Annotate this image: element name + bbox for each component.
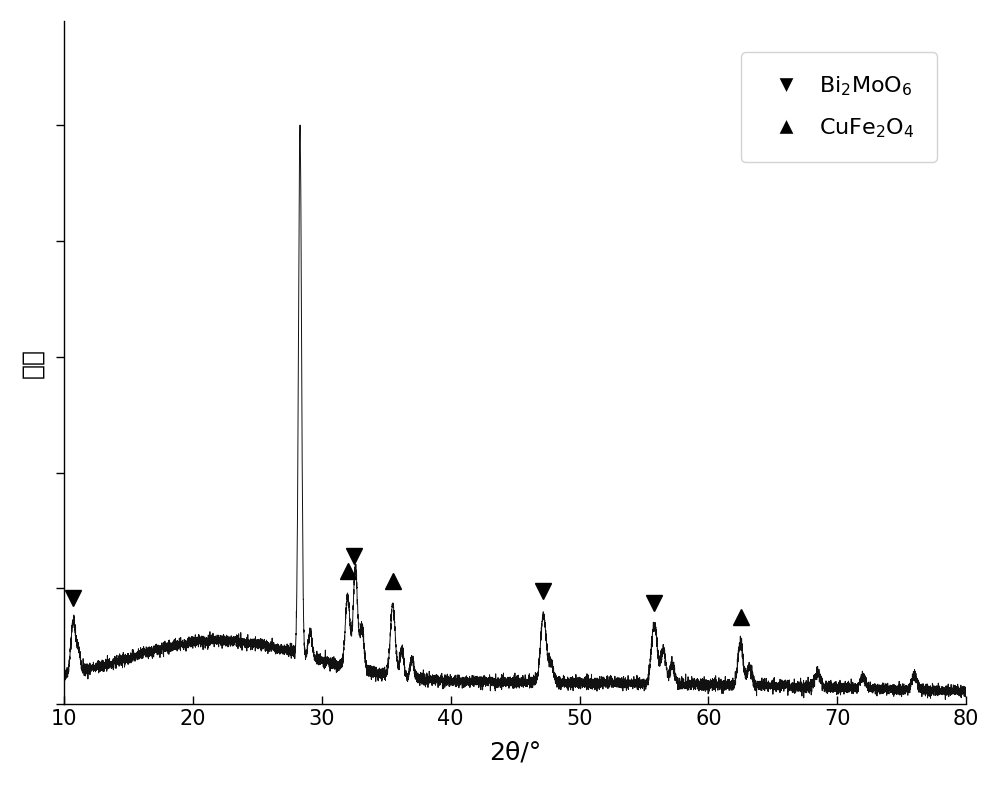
- Legend: Bi$_2$MoO$_6$, CuFe$_2$O$_4$: Bi$_2$MoO$_6$, CuFe$_2$O$_4$: [741, 53, 937, 162]
- Y-axis label: 强度: 强度: [21, 348, 45, 378]
- X-axis label: 2θ/°: 2θ/°: [489, 740, 541, 764]
